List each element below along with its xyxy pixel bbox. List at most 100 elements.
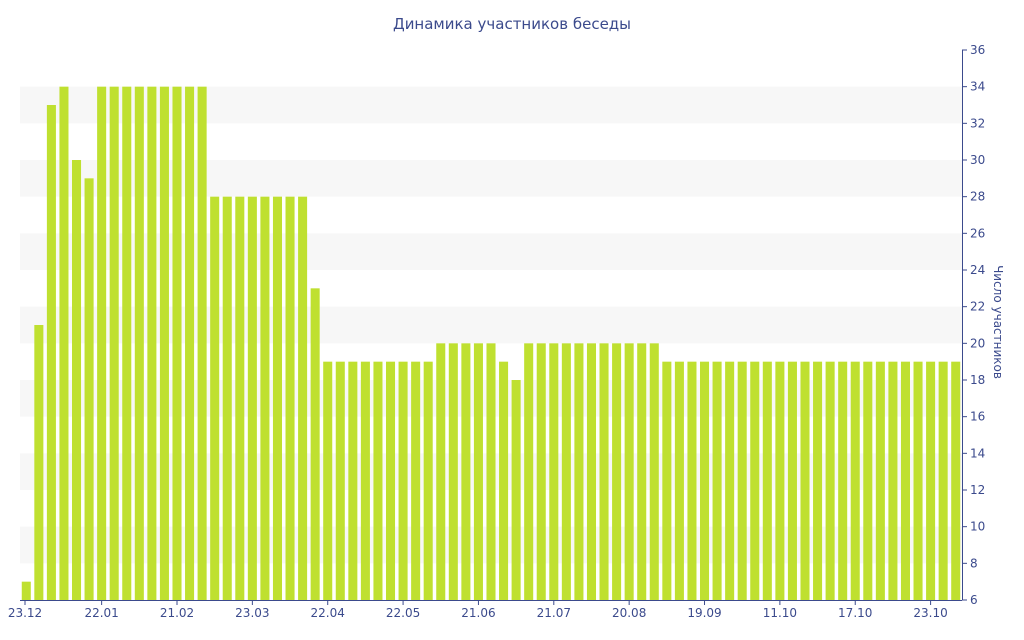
- bar: [612, 343, 622, 600]
- bar: [649, 343, 659, 600]
- y-tick-label: 14: [970, 446, 985, 460]
- x-tick-label: 22.04: [311, 606, 345, 620]
- bar: [775, 361, 785, 600]
- bar: [574, 343, 584, 600]
- y-tick-label: 22: [970, 300, 985, 314]
- bar: [473, 343, 483, 600]
- x-tick-label: 19.09: [687, 606, 721, 620]
- x-tick-label: 20.08: [612, 606, 646, 620]
- bar: [210, 196, 220, 600]
- bar: [172, 86, 182, 600]
- bar: [335, 361, 345, 600]
- bar: [398, 361, 408, 600]
- y-tick-label: 30: [970, 153, 985, 167]
- x-tick-label: 23.03: [235, 606, 269, 620]
- bar: [84, 178, 94, 601]
- bar: [536, 343, 546, 600]
- x-tick-label: 11.10: [763, 606, 797, 620]
- bar: [875, 361, 885, 600]
- y-tick-label: 10: [970, 520, 985, 534]
- bars-group: [21, 86, 961, 601]
- bar: [373, 361, 383, 600]
- bar: [122, 86, 132, 600]
- y-tick-label: 26: [970, 226, 985, 240]
- x-tick-label: 23.12: [8, 606, 42, 620]
- y-axis-label: Число участников: [991, 265, 1005, 379]
- bar: [762, 361, 772, 600]
- bar: [134, 86, 144, 600]
- bar: [21, 581, 31, 600]
- bar: [423, 361, 433, 600]
- chart-title: Динамика участников беседы: [393, 15, 631, 33]
- bar: [524, 343, 534, 600]
- x-tick-label: 23.10: [913, 606, 947, 620]
- bar: [586, 343, 597, 600]
- bar: [511, 380, 521, 600]
- bar: [298, 196, 308, 600]
- bar: [272, 196, 283, 600]
- bar: [888, 361, 898, 600]
- bar: [247, 196, 257, 600]
- y-tick-label: 28: [970, 190, 985, 204]
- bar: [448, 343, 458, 600]
- y-tick-label: 6: [970, 593, 978, 607]
- bar: [938, 361, 948, 600]
- bar: [599, 343, 609, 600]
- bar: [900, 361, 911, 600]
- bar: [499, 361, 509, 600]
- bar: [59, 86, 69, 600]
- bar: [34, 325, 44, 600]
- bar: [662, 361, 672, 600]
- bar: [750, 361, 760, 600]
- x-tick-label: 22.05: [386, 606, 420, 620]
- bar: [159, 86, 169, 600]
- bar: [913, 361, 923, 600]
- bar: [285, 196, 295, 600]
- bar: [71, 160, 82, 600]
- y-tick-label: 18: [970, 373, 985, 387]
- bar: [486, 343, 496, 600]
- bar: [838, 361, 848, 600]
- y-tick-label: 20: [970, 336, 985, 350]
- bar: [197, 86, 207, 600]
- bar: [712, 361, 722, 600]
- y-tick-label: 36: [970, 43, 985, 57]
- bar: [323, 361, 333, 600]
- bar: [737, 361, 747, 600]
- bar: [699, 361, 710, 600]
- x-tick-label: 21.07: [537, 606, 571, 620]
- bar: [787, 361, 797, 600]
- y-tick-label: 16: [970, 410, 985, 424]
- bar: [561, 343, 571, 600]
- bar: [235, 196, 245, 600]
- bar: [863, 361, 873, 600]
- bar: [385, 361, 396, 600]
- bar: [260, 196, 270, 600]
- bar: [436, 343, 446, 600]
- x-tick-label: 21.02: [160, 606, 194, 620]
- bar: [310, 288, 320, 600]
- y-tick-label: 8: [970, 556, 978, 570]
- bar: [813, 361, 823, 600]
- x-tick-label: 22.01: [84, 606, 118, 620]
- bar: [951, 361, 961, 600]
- bar: [222, 196, 232, 600]
- y-tick-label: 32: [970, 116, 985, 130]
- bar: [674, 361, 684, 600]
- y-tick-label: 12: [970, 483, 985, 497]
- bar: [360, 361, 370, 600]
- bar: [850, 361, 860, 600]
- bar: [725, 361, 735, 600]
- bar: [411, 361, 421, 600]
- bar: [185, 86, 195, 600]
- x-tick-label: 21.06: [461, 606, 495, 620]
- bar: [624, 343, 634, 600]
- bar: [348, 361, 358, 600]
- bar: [549, 343, 559, 600]
- bar: [46, 105, 56, 600]
- y-tick-label: 34: [970, 80, 985, 94]
- bar: [926, 361, 936, 600]
- x-tick-label: 17.10: [838, 606, 872, 620]
- y-axis: 6 8 10 12 14 16 18 20 22 24 26 28 30 32 34 36: [962, 43, 985, 607]
